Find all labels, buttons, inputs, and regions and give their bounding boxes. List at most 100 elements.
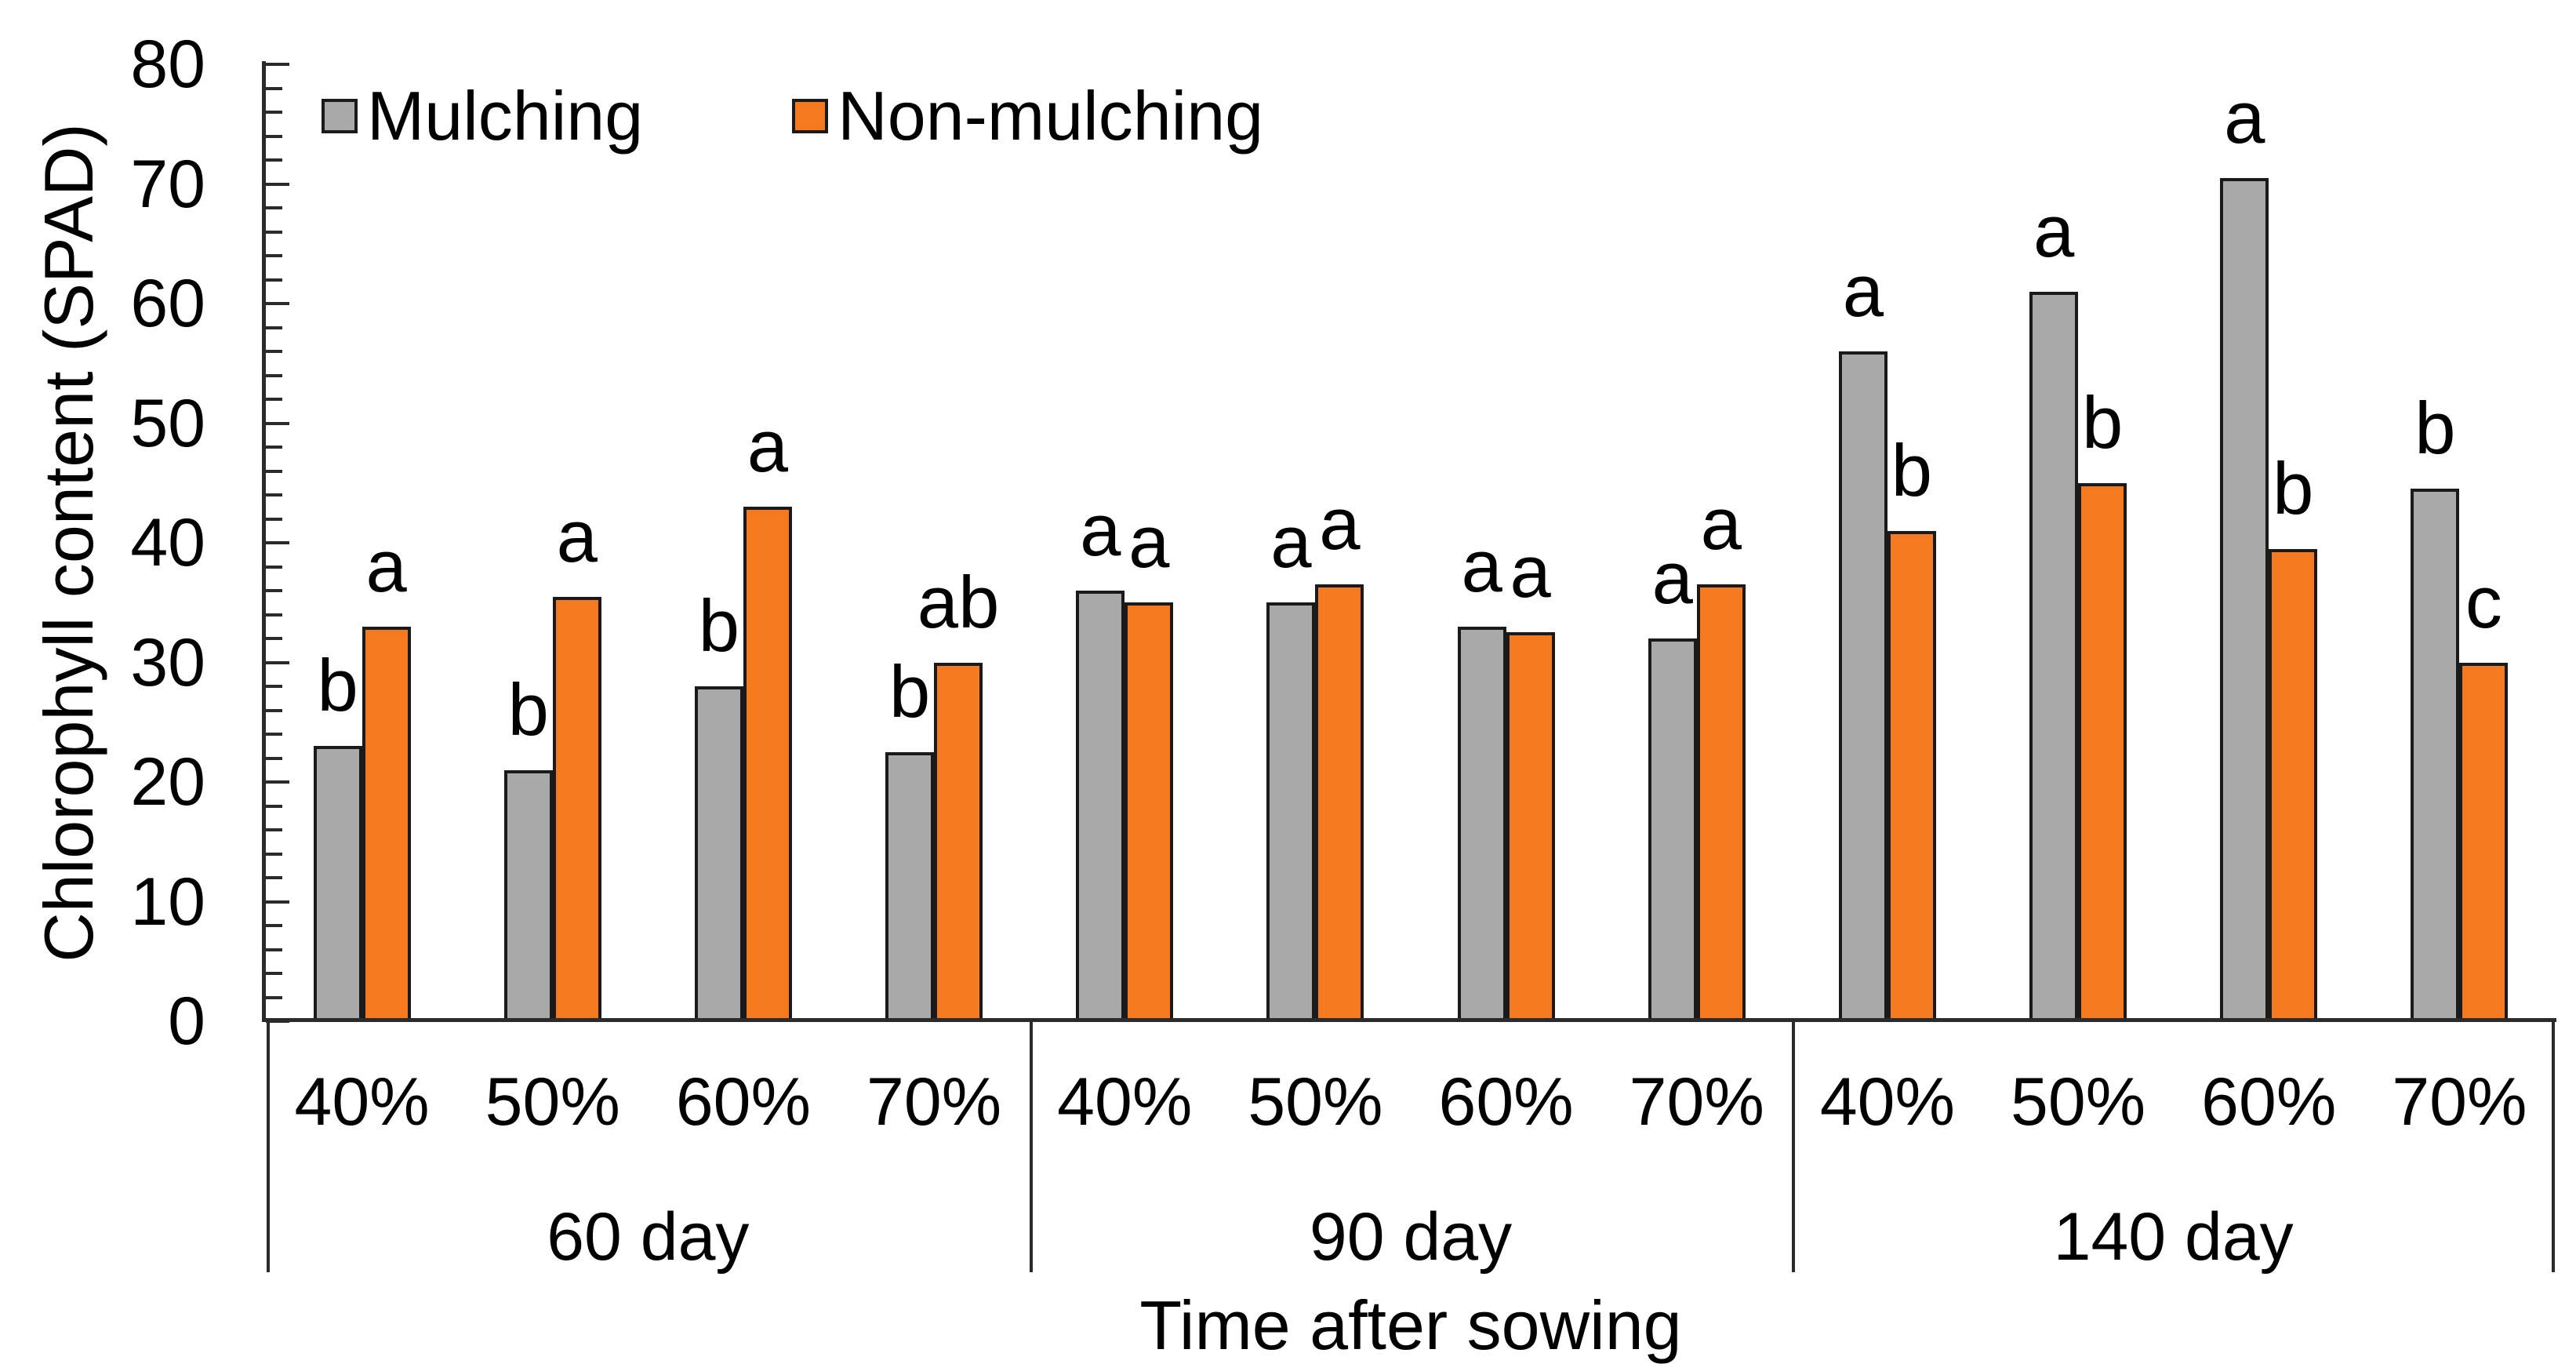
y-major-tick xyxy=(266,182,289,186)
bar-mulching-140day-40% xyxy=(1838,351,1887,1021)
y-minor-tick xyxy=(266,828,282,831)
y-tick-label: 40 xyxy=(130,505,205,580)
bar-mulching-60day-40% xyxy=(313,746,362,1021)
bar-non-mulching-140day-40% xyxy=(1887,530,1936,1021)
y-tick-label: 50 xyxy=(130,385,205,461)
significance-letter: c xyxy=(2465,560,2502,643)
significance-letter: a xyxy=(1319,482,1361,566)
y-axis-line xyxy=(262,61,266,1021)
significance-letter: a xyxy=(1651,537,1693,619)
significance-letter: a xyxy=(1461,524,1502,607)
y-minor-tick xyxy=(266,254,282,257)
y-minor-tick xyxy=(266,158,282,162)
bar-non-mulching-60day-60% xyxy=(743,507,792,1021)
x-axis-line xyxy=(262,1018,2556,1022)
significance-letter: a xyxy=(1510,530,1551,613)
y-minor-tick xyxy=(266,469,282,473)
legend-item-mulching: Mulching xyxy=(322,82,643,151)
y-major-tick xyxy=(266,541,289,544)
legend: Mulching Non-mulching xyxy=(322,82,1263,151)
bar-mulching-140day-60% xyxy=(2220,177,2269,1021)
category-label: 40% xyxy=(1819,1064,1955,1140)
bar-non-mulching-90day-70% xyxy=(1696,584,1746,1021)
y-minor-tick xyxy=(266,206,282,209)
group-divider xyxy=(2552,1020,2555,1272)
legend-item-non-mulching: Non-mulching xyxy=(792,82,1263,151)
y-minor-tick xyxy=(266,589,282,592)
significance-letter: b xyxy=(698,584,740,667)
y-tick-label: 0 xyxy=(168,984,205,1059)
legend-swatch-icon xyxy=(322,99,358,133)
bar-non-mulching-60day-40% xyxy=(362,626,411,1021)
y-tick-label: 10 xyxy=(130,864,205,940)
y-major-tick xyxy=(266,302,289,305)
significance-letter: b xyxy=(2081,380,2124,464)
y-minor-tick xyxy=(266,948,282,951)
significance-letter: a xyxy=(1080,489,1121,571)
y-minor-tick xyxy=(266,756,282,760)
significance-letter: a xyxy=(1128,500,1170,584)
significance-letter: b xyxy=(317,644,358,727)
y-minor-tick xyxy=(266,86,282,90)
significance-letter: a xyxy=(1270,500,1312,584)
y-minor-tick xyxy=(266,350,282,353)
bar-non-mulching-140day-70% xyxy=(2459,662,2509,1021)
y-tick-label: 60 xyxy=(130,266,205,341)
y-minor-tick xyxy=(266,446,282,449)
category-label: 40% xyxy=(1057,1064,1193,1140)
y-minor-tick xyxy=(266,804,282,808)
bar-mulching-90day-40% xyxy=(1076,591,1125,1021)
group-label: 60 day xyxy=(547,1199,750,1275)
y-major-tick xyxy=(266,900,289,904)
bar-mulching-60day-60% xyxy=(694,686,743,1021)
significance-letter: b xyxy=(1891,428,1933,511)
y-minor-tick xyxy=(266,972,282,975)
y-tick-label: 20 xyxy=(130,744,205,820)
legend-label: Non-mulching xyxy=(837,77,1264,155)
significance-letter: a xyxy=(1842,249,1884,332)
category-label: 70% xyxy=(1629,1064,1764,1140)
y-minor-tick xyxy=(266,995,282,999)
y-minor-tick xyxy=(266,398,282,401)
y-minor-tick xyxy=(266,708,282,712)
bar-mulching-90day-70% xyxy=(1648,638,1697,1021)
y-minor-tick xyxy=(266,278,282,282)
y-minor-tick xyxy=(266,230,282,234)
y-major-tick xyxy=(266,421,289,425)
group-label: 90 day xyxy=(1309,1199,1513,1275)
legend-label: Mulching xyxy=(367,77,644,155)
significance-letter: a xyxy=(1700,482,1742,566)
y-tick-label: 80 xyxy=(130,27,205,102)
category-label: 70% xyxy=(2392,1064,2527,1140)
significance-letter: a xyxy=(556,494,598,577)
bar-non-mulching-140day-60% xyxy=(2269,548,2318,1021)
y-minor-tick xyxy=(266,493,282,496)
bar-non-mulching-90day-50% xyxy=(1315,584,1364,1021)
significance-letter: a xyxy=(2224,75,2265,158)
y-minor-tick xyxy=(266,685,282,688)
x-axis-title: Time after sowing xyxy=(1139,1286,1682,1364)
y-axis-title: Chlorophyll content (SPAD) xyxy=(30,123,107,962)
category-label: 50% xyxy=(2011,1064,2146,1140)
bar-non-mulching-90day-60% xyxy=(1506,632,1555,1021)
bar-non-mulching-140day-50% xyxy=(2078,482,2127,1021)
significance-letter: ab xyxy=(917,560,1000,643)
y-tick-label: 70 xyxy=(130,146,205,222)
category-label: 40% xyxy=(294,1064,430,1140)
y-minor-tick xyxy=(266,565,282,569)
significance-letter: a xyxy=(365,524,407,607)
significance-letter: b xyxy=(888,649,931,733)
significance-letter: b xyxy=(507,667,549,751)
significance-letter: a xyxy=(2033,189,2075,272)
group-label: 140 day xyxy=(2053,1199,2294,1275)
y-minor-tick xyxy=(266,326,282,329)
y-minor-tick xyxy=(266,134,282,138)
bar-mulching-90day-50% xyxy=(1266,602,1316,1021)
group-divider xyxy=(267,1020,270,1272)
y-tick-label: 30 xyxy=(130,624,205,700)
y-minor-tick xyxy=(266,924,282,927)
bar-mulching-140day-50% xyxy=(2029,291,2079,1021)
category-label: 50% xyxy=(485,1064,620,1140)
category-label: 60% xyxy=(675,1064,811,1140)
